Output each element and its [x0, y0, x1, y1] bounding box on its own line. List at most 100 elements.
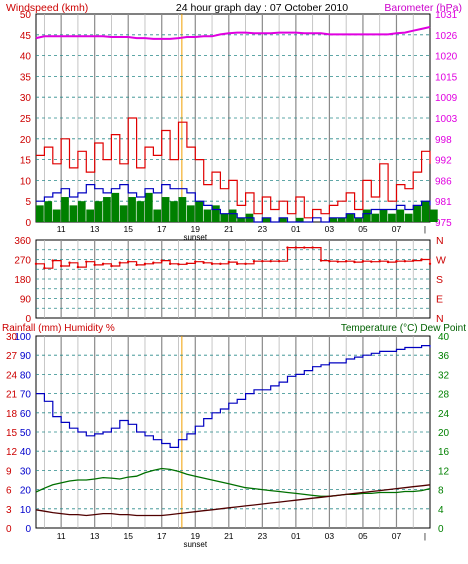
- rainfall-tick-label: 15: [6, 428, 18, 439]
- windspeed-axis-title: Windspeed (kmh): [6, 2, 88, 14]
- x-tick-label: 11: [57, 531, 66, 541]
- gust-bar: [186, 205, 195, 222]
- gust-bar: [371, 213, 380, 222]
- barometer-tick-label: 1031: [435, 10, 458, 21]
- barometer-tick-label: 986: [435, 176, 452, 187]
- barometer-tick-label: 1009: [435, 93, 458, 104]
- gust-bar: [421, 201, 430, 222]
- barometer-tick-label: 981: [435, 197, 452, 208]
- direction-degree-tick-label: 270: [14, 256, 31, 267]
- wind-direction-point: [227, 260, 231, 264]
- temperature-tick-label: 40: [438, 332, 450, 343]
- direction-compass-tick-label: W: [436, 255, 446, 267]
- humidity-tick-label: 60: [20, 409, 32, 420]
- wind-direction-point: [395, 260, 398, 263]
- windspeed-tick-label: 50: [20, 10, 32, 21]
- temperature-tick-label: 0: [438, 524, 444, 535]
- gust-bar: [86, 209, 95, 222]
- gust-bar: [111, 192, 120, 222]
- direction-compass-tick-label: S: [436, 274, 443, 286]
- wind-direction-point: [361, 260, 365, 263]
- wind-direction-point: [428, 262, 432, 266]
- x-tick-label: 05: [358, 531, 368, 541]
- humidity-tick-label: 50: [20, 428, 32, 439]
- gust-bar: [379, 209, 388, 222]
- gust-bar: [362, 209, 371, 222]
- windspeed-tick-label: 0: [25, 218, 31, 229]
- rainfall-tick-label: 27: [6, 351, 18, 362]
- gust-bar: [212, 205, 220, 222]
- wind-direction-point: [202, 261, 205, 264]
- wind-direction-point: [143, 262, 147, 266]
- wind-direction-point: [252, 260, 256, 263]
- wind-direction-point: [152, 261, 155, 264]
- gust-bar: [178, 197, 187, 222]
- temperature-dewpoint-axis-title: Temperature (°C) Dew Point: [341, 323, 466, 334]
- gust-bar: [36, 205, 44, 222]
- wind-direction-point: [101, 262, 105, 266]
- wind-direction-point: [76, 265, 80, 269]
- gust-bar: [354, 217, 363, 222]
- gust-bar: [161, 197, 170, 222]
- direction-degree-tick-label: 90: [20, 295, 32, 306]
- gust-bar: [136, 201, 145, 222]
- humidity-series-line: [36, 345, 431, 448]
- rainfall-tick-label: 9: [6, 466, 12, 477]
- x-tick-label: 15: [123, 224, 133, 234]
- temperature-tick-label: 32: [438, 370, 450, 381]
- barometer-axis-title: Barometer (hPa): [384, 2, 462, 14]
- barometer-tick-label: 975: [435, 218, 452, 229]
- humidity-tick-label: 10: [20, 505, 32, 516]
- wind-direction-point: [311, 246, 314, 249]
- gust-bar: [237, 217, 245, 222]
- temperature-tick-label: 28: [438, 390, 450, 401]
- graph-title: 24 hour graph day : 07 October 2010: [176, 2, 348, 14]
- temperature-tick-label: 20: [438, 428, 450, 439]
- gust-bar: [103, 197, 111, 222]
- windspeed-tick-label: 25: [20, 114, 32, 125]
- gust-bar: [346, 213, 354, 222]
- wind-direction-point: [168, 262, 172, 266]
- wind-direction-point: [370, 260, 373, 263]
- gust-bar: [94, 201, 103, 222]
- wind-direction-point: [328, 260, 331, 263]
- x-tick-label: 01: [291, 531, 301, 541]
- wind-direction-point: [420, 258, 423, 261]
- gust-bar: [44, 201, 53, 222]
- windspeed-tick-label: 35: [20, 72, 32, 83]
- temperature-tick-label: 24: [438, 409, 450, 420]
- wind-direction-point: [412, 259, 415, 262]
- windspeed-series-line: [36, 117, 431, 219]
- wind-direction-point: [403, 260, 407, 263]
- wind-direction-point: [59, 264, 63, 268]
- temperature-tick-label: 16: [438, 447, 450, 458]
- gust-bar: [337, 217, 346, 222]
- wind-direction-point: [353, 260, 356, 264]
- wind-direction-point: [378, 260, 381, 263]
- x-tick-label: 21: [224, 531, 234, 541]
- rainfall-tick-label: 12: [6, 447, 18, 458]
- humidity-tick-label: 40: [20, 447, 32, 458]
- x-tick-label: 17: [157, 224, 167, 234]
- wind-direction-point: [210, 262, 214, 266]
- wind-direction-point: [219, 262, 222, 266]
- direction-degree-tick-label: 180: [14, 275, 31, 286]
- gust-bar: [144, 192, 153, 222]
- x-tick-label: 23: [258, 531, 268, 541]
- average-wind-series-line: [36, 184, 431, 223]
- x-tick-label: 23: [258, 224, 268, 234]
- wind-direction-point: [85, 260, 88, 263]
- gust-bar: [119, 205, 128, 222]
- wind-direction-point: [344, 260, 348, 263]
- sunset-label: sunset: [183, 233, 207, 242]
- x-tick-label: 03: [325, 224, 335, 234]
- gust-bar: [153, 209, 162, 222]
- wind-direction-point: [34, 262, 38, 266]
- gust-bar: [279, 217, 287, 222]
- rainfall-tick-label: 21: [6, 390, 18, 401]
- wind-direction-point: [319, 259, 323, 262]
- x-tick-label: 19: [191, 224, 201, 234]
- direction-compass-tick-label: N: [436, 313, 444, 325]
